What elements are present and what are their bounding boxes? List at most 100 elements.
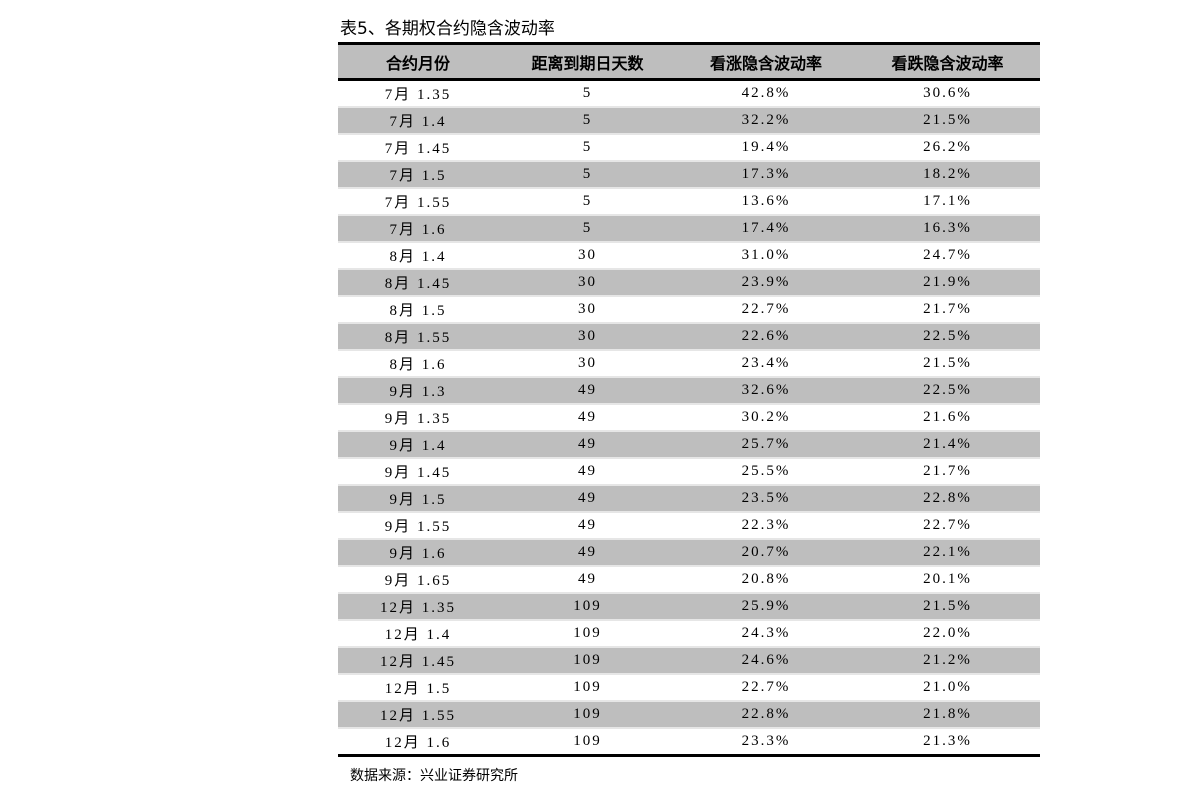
cell-call-iv: 19.4% <box>677 134 855 162</box>
cell-put-iv: 21.4% <box>855 431 1040 459</box>
table-row: 7月 1.4 5 32.2% 21.5% <box>338 107 1040 135</box>
table-row: 12月 1.55 109 22.8% 21.8% <box>338 701 1040 729</box>
cell-days-to-expiry: 49 <box>498 485 677 513</box>
cell-put-iv: 21.8% <box>855 701 1040 729</box>
cell-days-to-expiry: 5 <box>498 161 677 189</box>
table-row: 8月 1.5 30 22.7% 21.7% <box>338 296 1040 324</box>
cell-days-to-expiry: 49 <box>498 431 677 459</box>
cell-call-iv: 22.3% <box>677 512 855 540</box>
cell-call-iv: 22.8% <box>677 701 855 729</box>
cell-call-iv: 22.7% <box>677 674 855 702</box>
header-row: 合约月份 距离到期日天数 看涨隐含波动率 看跌隐含波动率 <box>338 42 1040 81</box>
cell-contract-month: 8月 1.6 <box>338 350 498 378</box>
cell-contract-month: 9月 1.55 <box>338 512 498 540</box>
cell-put-iv: 22.8% <box>855 485 1040 513</box>
table-row: 8月 1.55 30 22.6% 22.5% <box>338 323 1040 351</box>
cell-days-to-expiry: 49 <box>498 512 677 540</box>
table-row: 9月 1.65 49 20.8% 20.1% <box>338 566 1040 594</box>
cell-contract-month: 8月 1.45 <box>338 269 498 297</box>
cell-days-to-expiry: 30 <box>498 242 677 270</box>
cell-days-to-expiry: 30 <box>498 350 677 378</box>
cell-call-iv: 20.7% <box>677 539 855 567</box>
table-row: 7月 1.55 5 13.6% 17.1% <box>338 188 1040 216</box>
cell-days-to-expiry: 109 <box>498 701 677 729</box>
cell-contract-month: 7月 1.35 <box>338 79 498 108</box>
cell-put-iv: 22.0% <box>855 620 1040 648</box>
cell-call-iv: 24.6% <box>677 647 855 675</box>
table-row: 7月 1.5 5 17.3% 18.2% <box>338 161 1040 189</box>
cell-days-to-expiry: 49 <box>498 404 677 432</box>
cell-contract-month: 9月 1.35 <box>338 404 498 432</box>
cell-put-iv: 22.1% <box>855 539 1040 567</box>
cell-contract-month: 9月 1.6 <box>338 539 498 567</box>
cell-put-iv: 17.1% <box>855 188 1040 216</box>
cell-call-iv: 24.3% <box>677 620 855 648</box>
cell-days-to-expiry: 109 <box>498 674 677 702</box>
cell-days-to-expiry: 5 <box>498 79 677 108</box>
cell-days-to-expiry: 109 <box>498 593 677 621</box>
cell-days-to-expiry: 5 <box>498 107 677 135</box>
table-row: 12月 1.35 109 25.9% 21.5% <box>338 593 1040 621</box>
cell-put-iv: 21.5% <box>855 107 1040 135</box>
cell-call-iv: 23.5% <box>677 485 855 513</box>
cell-put-iv: 21.3% <box>855 728 1040 757</box>
cell-contract-month: 7月 1.55 <box>338 188 498 216</box>
cell-days-to-expiry: 49 <box>498 377 677 405</box>
cell-put-iv: 22.5% <box>855 377 1040 405</box>
cell-days-to-expiry: 109 <box>498 647 677 675</box>
cell-contract-month: 8月 1.5 <box>338 296 498 324</box>
cell-days-to-expiry: 49 <box>498 539 677 567</box>
cell-put-iv: 21.6% <box>855 404 1040 432</box>
cell-call-iv: 31.0% <box>677 242 855 270</box>
cell-put-iv: 21.5% <box>855 593 1040 621</box>
cell-contract-month: 9月 1.5 <box>338 485 498 513</box>
cell-contract-month: 8月 1.4 <box>338 242 498 270</box>
cell-days-to-expiry: 30 <box>498 323 677 351</box>
cell-contract-month: 12月 1.4 <box>338 620 498 648</box>
cell-put-iv: 20.1% <box>855 566 1040 594</box>
cell-call-iv: 23.4% <box>677 350 855 378</box>
cell-contract-month: 9月 1.3 <box>338 377 498 405</box>
cell-call-iv: 17.4% <box>677 215 855 243</box>
cell-contract-month: 7月 1.6 <box>338 215 498 243</box>
table-row: 9月 1.35 49 30.2% 21.6% <box>338 404 1040 432</box>
cell-put-iv: 21.0% <box>855 674 1040 702</box>
cell-put-iv: 21.2% <box>855 647 1040 675</box>
cell-call-iv: 30.2% <box>677 404 855 432</box>
table-row: 12月 1.5 109 22.7% 21.0% <box>338 674 1040 702</box>
table-row: 8月 1.4 30 31.0% 24.7% <box>338 242 1040 270</box>
cell-days-to-expiry: 5 <box>498 188 677 216</box>
cell-call-iv: 42.8% <box>677 79 855 108</box>
cell-call-iv: 17.3% <box>677 161 855 189</box>
cell-put-iv: 26.2% <box>855 134 1040 162</box>
cell-days-to-expiry: 49 <box>498 458 677 486</box>
table-row: 7月 1.6 5 17.4% 16.3% <box>338 215 1040 243</box>
cell-put-iv: 24.7% <box>855 242 1040 270</box>
cell-put-iv: 18.2% <box>855 161 1040 189</box>
table-row: 9月 1.45 49 25.5% 21.7% <box>338 458 1040 486</box>
table-row: 9月 1.6 49 20.7% 22.1% <box>338 539 1040 567</box>
cell-call-iv: 23.9% <box>677 269 855 297</box>
cell-contract-month: 9月 1.45 <box>338 458 498 486</box>
cell-days-to-expiry: 49 <box>498 566 677 594</box>
cell-call-iv: 13.6% <box>677 188 855 216</box>
table-title: 表5、各期权合约隐含波动率 <box>340 19 555 39</box>
cell-call-iv: 22.7% <box>677 296 855 324</box>
cell-put-iv: 21.9% <box>855 269 1040 297</box>
cell-put-iv: 22.5% <box>855 323 1040 351</box>
column-header-call-iv: 看涨隐含波动率 <box>677 42 855 81</box>
cell-days-to-expiry: 109 <box>498 620 677 648</box>
cell-call-iv: 32.6% <box>677 377 855 405</box>
cell-put-iv: 16.3% <box>855 215 1040 243</box>
cell-contract-month: 12月 1.5 <box>338 674 498 702</box>
table-row: 7月 1.35 5 42.8% 30.6% <box>338 79 1040 108</box>
cell-days-to-expiry: 109 <box>498 728 677 757</box>
volatility-table: 合约月份 距离到期日天数 看涨隐含波动率 看跌隐含波动率 7月 1.35 5 42.… <box>338 42 1040 757</box>
cell-call-iv: 25.7% <box>677 431 855 459</box>
cell-contract-month: 9月 1.4 <box>338 431 498 459</box>
cell-contract-month: 7月 1.45 <box>338 134 498 162</box>
table-row: 9月 1.55 49 22.3% 22.7% <box>338 512 1040 540</box>
cell-contract-month: 7月 1.4 <box>338 107 498 135</box>
cell-call-iv: 25.5% <box>677 458 855 486</box>
cell-days-to-expiry: 30 <box>498 296 677 324</box>
